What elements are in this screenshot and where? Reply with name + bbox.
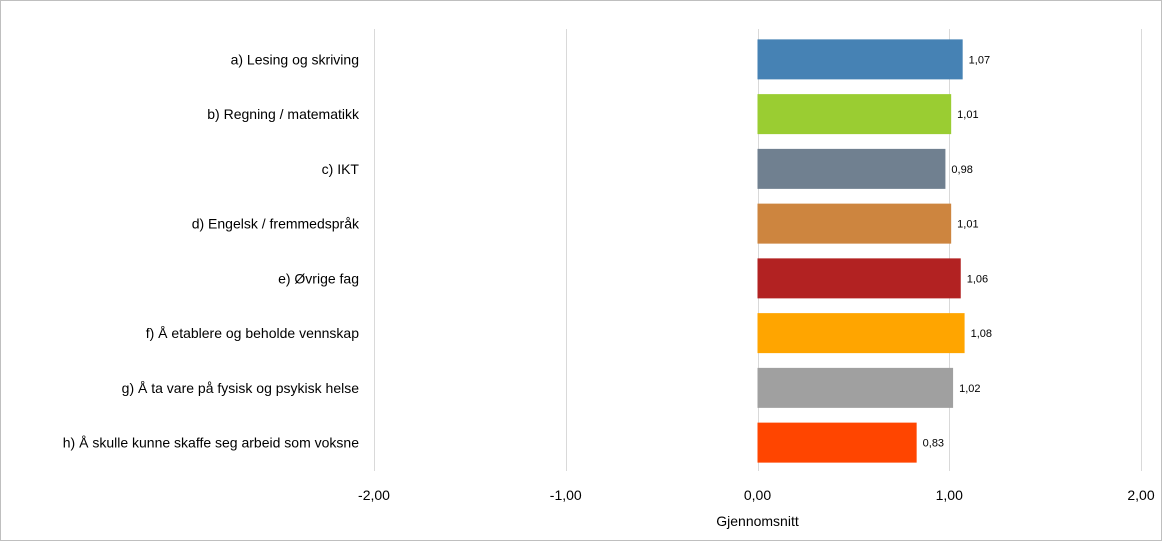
data-label: 1,08	[971, 328, 992, 340]
x-tick-label: 0,00	[744, 487, 771, 503]
x-tick-label: 1,00	[936, 487, 963, 503]
x-tick-label: -2,00	[358, 487, 390, 503]
category-label: b) Regning / matematikk	[207, 106, 360, 122]
data-label: 1,01	[957, 109, 978, 121]
data-label: 1,06	[967, 273, 988, 285]
data-labels: 1,07 1,01 0,98 1,01 1,06 1,08 1,02 0,83	[923, 54, 992, 449]
category-label: g) Å ta vare på fysisk og psykisk helse	[122, 380, 360, 396]
x-tick-label: 2,00	[1127, 487, 1154, 503]
category-label: f) Å etablere og beholde vennskap	[146, 325, 359, 341]
category-label: h) Å skulle kunne skaffe seg arbeid som …	[63, 435, 359, 451]
bar	[757, 148, 946, 189]
category-label: d) Engelsk / fremmedspråk	[192, 216, 360, 232]
data-label: 0,83	[923, 438, 944, 450]
bar	[757, 422, 917, 463]
bar	[757, 313, 965, 354]
bar	[757, 39, 963, 80]
bar	[757, 367, 954, 408]
x-tick-labels: -2,00 -1,00 0,00 1,00 2,00	[358, 487, 1155, 503]
bar	[757, 203, 952, 244]
x-tick-label: -1,00	[550, 487, 582, 503]
bar	[757, 258, 961, 299]
data-label: 1,01	[957, 219, 978, 231]
category-label: c) IKT	[322, 161, 360, 177]
bars	[757, 39, 965, 463]
bar	[757, 94, 952, 135]
category-label: e) Øvrige fag	[278, 270, 359, 286]
data-label: 0,98	[951, 164, 972, 176]
category-label: a) Lesing og skriving	[231, 51, 359, 67]
data-label: 1,02	[959, 383, 980, 395]
data-label: 1,07	[969, 54, 990, 66]
x-axis-title: Gjennomsnitt	[716, 513, 799, 529]
category-labels: a) Lesing og skriving b) Regning / matema…	[63, 51, 360, 450]
